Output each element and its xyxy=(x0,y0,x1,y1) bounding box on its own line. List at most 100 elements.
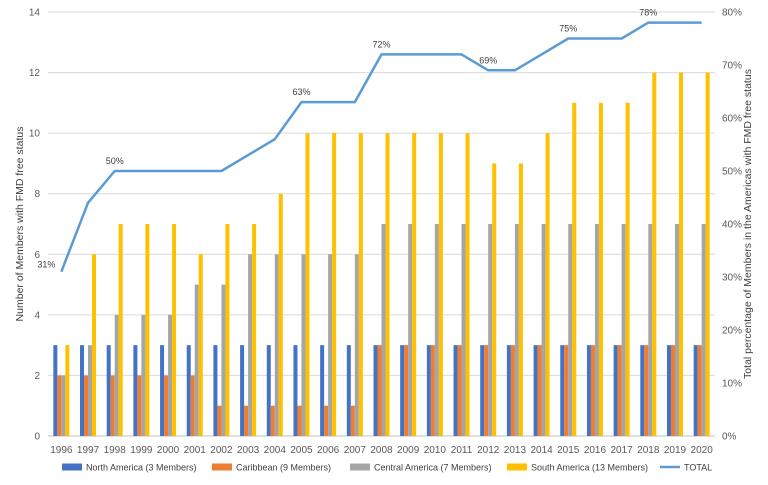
bar-central xyxy=(648,224,653,436)
bar-caribbean xyxy=(457,345,462,436)
x-tick-label: 2015 xyxy=(557,445,580,456)
bar-caribbean xyxy=(564,345,569,436)
bar-south xyxy=(465,133,470,436)
y-tick-label-right: 70% xyxy=(722,61,742,72)
y-tick-label-right: 50% xyxy=(722,167,742,178)
bar-caribbean xyxy=(697,345,702,436)
bar-caribbean xyxy=(244,405,249,436)
bar-south xyxy=(652,72,657,437)
bar-caribbean xyxy=(430,345,435,436)
y-tick-label-right: 0% xyxy=(722,432,737,443)
bar-central xyxy=(328,254,333,436)
x-tick-label: 2011 xyxy=(451,445,473,456)
bar-south xyxy=(225,224,230,436)
bar-south xyxy=(438,133,443,436)
bar-central xyxy=(701,224,706,436)
legend-label: South America (13 Members) xyxy=(531,463,648,473)
annotation-label: 72% xyxy=(372,39,390,49)
bar-caribbean xyxy=(324,405,329,436)
x-tick-label: 1999 xyxy=(130,445,153,456)
bar-central xyxy=(621,224,626,436)
bar-caribbean xyxy=(57,375,62,436)
y-axis-title-left: Number of Members with FMD free status xyxy=(14,127,26,322)
bar-south xyxy=(358,133,363,436)
bar-north xyxy=(480,345,485,436)
bar-north xyxy=(693,345,698,436)
bar-central xyxy=(221,284,226,436)
bar-central xyxy=(594,224,599,436)
bar-south xyxy=(572,102,577,436)
annotation-label: 69% xyxy=(479,55,497,65)
bar-central xyxy=(168,314,173,436)
bar-south xyxy=(198,254,203,436)
x-tick-label: 2013 xyxy=(504,445,527,456)
point-annotations: 31% 50% 63% 72% 69% 75% 78% xyxy=(37,8,657,270)
legend-swatch xyxy=(507,463,527,471)
bar-caribbean xyxy=(164,375,169,436)
x-tick-label: 1997 xyxy=(77,445,100,456)
y-tick-label: 0 xyxy=(34,432,40,443)
x-tick-label: 2002 xyxy=(210,445,233,456)
x-tick-label: 2017 xyxy=(610,445,633,456)
y-tick-label: 14 xyxy=(29,8,41,19)
x-tick-label: 2010 xyxy=(424,445,447,456)
bar-south xyxy=(625,102,630,436)
x-tick-label: 2007 xyxy=(344,445,367,456)
annotation-label: 63% xyxy=(292,87,310,97)
annotation-label: 50% xyxy=(106,156,124,166)
legend-label: Central America (7 Members) xyxy=(374,463,492,473)
bar-caribbean xyxy=(590,345,595,436)
x-tick-label: 2012 xyxy=(477,445,500,456)
x-tick-label: 2008 xyxy=(370,445,393,456)
total-line xyxy=(60,21,702,273)
bar-central xyxy=(61,375,66,436)
bar-north xyxy=(213,345,218,436)
x-tick-label: 2014 xyxy=(530,445,553,456)
x-axis-ticks: 1996 1997 1998 1999 2000 2001 2002 2003 2004 2005… xyxy=(50,445,713,456)
bar-central xyxy=(301,254,306,436)
x-tick-label: 1998 xyxy=(104,445,127,456)
bar-central xyxy=(274,254,279,436)
bar-central xyxy=(88,345,93,436)
bar-caribbean xyxy=(350,405,355,436)
bar-north xyxy=(266,345,271,436)
bar-caribbean xyxy=(484,345,489,436)
bar-north xyxy=(586,345,591,436)
bar-caribbean xyxy=(217,405,222,436)
bar-north xyxy=(186,345,191,436)
bar-north xyxy=(373,345,378,436)
bar-north xyxy=(80,345,85,436)
bar-caribbean xyxy=(270,405,275,436)
x-tick-label: 2006 xyxy=(317,445,340,456)
bar-caribbean xyxy=(377,345,382,436)
bar-north xyxy=(506,345,511,436)
bar-south xyxy=(705,72,710,437)
annotation-label: 75% xyxy=(559,24,577,34)
bar-north xyxy=(453,345,458,436)
x-tick-label: 2001 xyxy=(184,445,207,456)
annotation-label: 78% xyxy=(639,8,657,18)
y-tick-label: 6 xyxy=(34,250,40,261)
bar-central xyxy=(194,284,199,436)
bar-north xyxy=(293,345,298,436)
y-tick-label-right: 60% xyxy=(722,114,742,125)
bar-marks xyxy=(53,72,710,437)
bar-central xyxy=(408,224,413,436)
bar-south xyxy=(65,345,70,436)
bar-central xyxy=(354,254,359,436)
bar-north xyxy=(640,345,645,436)
y-tick-label-right: 80% xyxy=(722,8,742,19)
bar-caribbean xyxy=(510,345,515,436)
bar-north xyxy=(346,345,351,436)
bar-south xyxy=(518,163,523,436)
bar-caribbean xyxy=(110,375,115,436)
y-axis-title-right: Total percentage of Members in the Ameri… xyxy=(742,69,754,379)
bar-caribbean xyxy=(137,375,142,436)
bar-south xyxy=(278,193,283,436)
total-line-path xyxy=(60,21,702,273)
bar-north xyxy=(613,345,618,436)
y-tick-label-right: 30% xyxy=(722,273,742,284)
bar-central xyxy=(381,224,386,436)
